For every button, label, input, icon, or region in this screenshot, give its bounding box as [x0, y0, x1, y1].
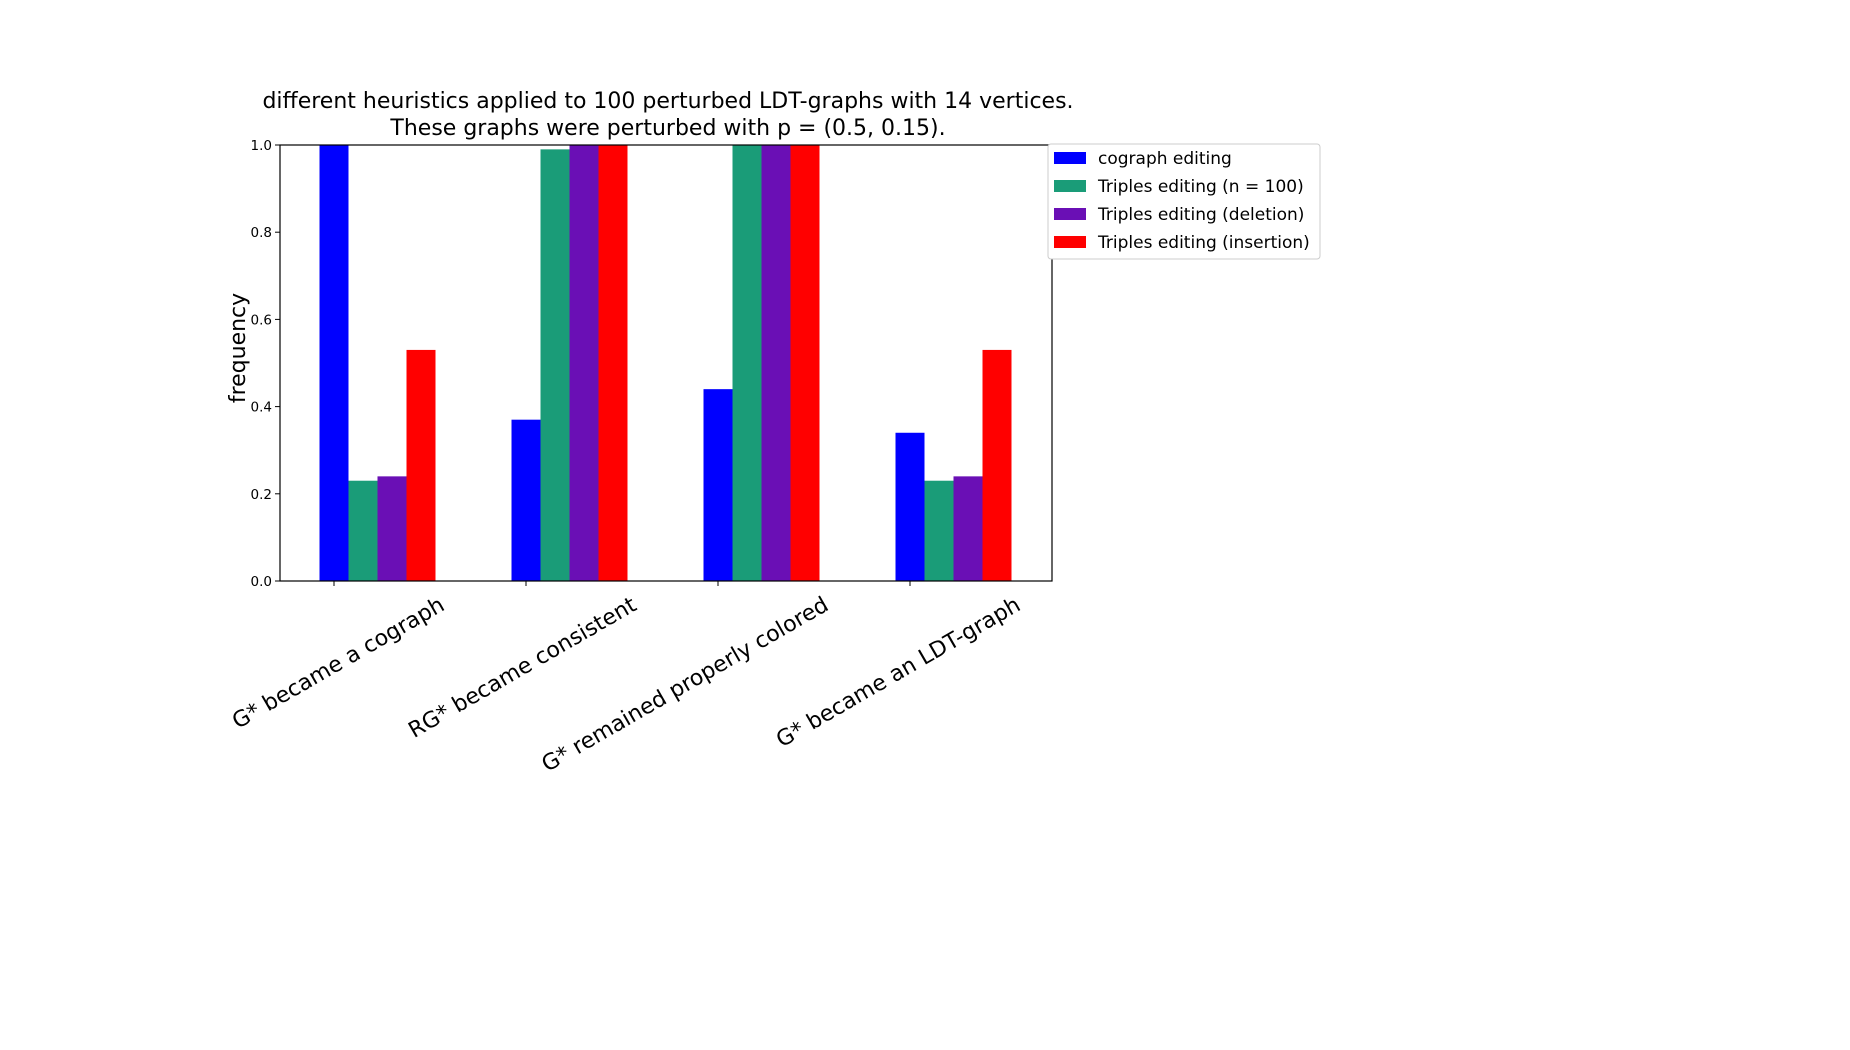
bar-1-2: [511, 419, 541, 581]
legend-swatch-3: [1054, 208, 1086, 220]
legend-label-2: Triples editing (n = 100): [1097, 177, 1304, 197]
bar-2-1: [348, 480, 378, 581]
y-ticks-group: 0.0 0.2 0.4 0.6 0.8 1.0: [251, 138, 280, 590]
legend-swatch-4: [1054, 236, 1086, 248]
legend: cograph editing Triples editing (n = 100)…: [1047, 143, 1321, 260]
bar-1-3: [703, 389, 733, 581]
bar-2-3: [732, 145, 762, 581]
chart-title-line-1: different heuristics applied to 100 pert…: [262, 89, 1073, 114]
bar-4-1: [406, 349, 436, 581]
y-tick-label: 0.8: [251, 225, 272, 241]
bar-2-2: [540, 149, 570, 582]
bar-3-4: [953, 476, 983, 581]
legend-label-1: cograph editing: [1098, 149, 1232, 169]
legend-label-3: Triples editing (deletion): [1097, 205, 1304, 225]
bar-4-2: [598, 145, 628, 581]
bar-3-1: [377, 476, 407, 581]
y-tick-label: 0.0: [251, 574, 272, 590]
chart-title-line-2: These graphs were perturbed with p = (0.…: [389, 116, 945, 141]
legend-box: [1047, 143, 1321, 260]
y-tick-label: 0.4: [251, 400, 272, 416]
legend-label-4: Triples editing (insertion): [1097, 233, 1310, 253]
bar-4-3: [790, 145, 820, 581]
bar-1-1: [319, 145, 349, 581]
legend-swatch-1: [1054, 152, 1086, 164]
bar-1-4: [895, 432, 925, 581]
y-tick-label: 0.6: [251, 312, 272, 328]
bar-3-3: [761, 145, 791, 581]
bar-4-4: [982, 349, 1012, 581]
legend-swatch-2: [1054, 180, 1086, 192]
bar-3-2: [569, 145, 599, 581]
x-category-label: G* became a cograph: [228, 593, 449, 735]
y-axis-label: frequency: [226, 293, 251, 403]
bar-2-4: [924, 480, 954, 581]
bars-group: [319, 145, 1012, 582]
y-tick-label: 0.2: [251, 487, 272, 503]
plot-frame: [279, 144, 1053, 582]
y-tick-label: 1.0: [251, 138, 272, 154]
